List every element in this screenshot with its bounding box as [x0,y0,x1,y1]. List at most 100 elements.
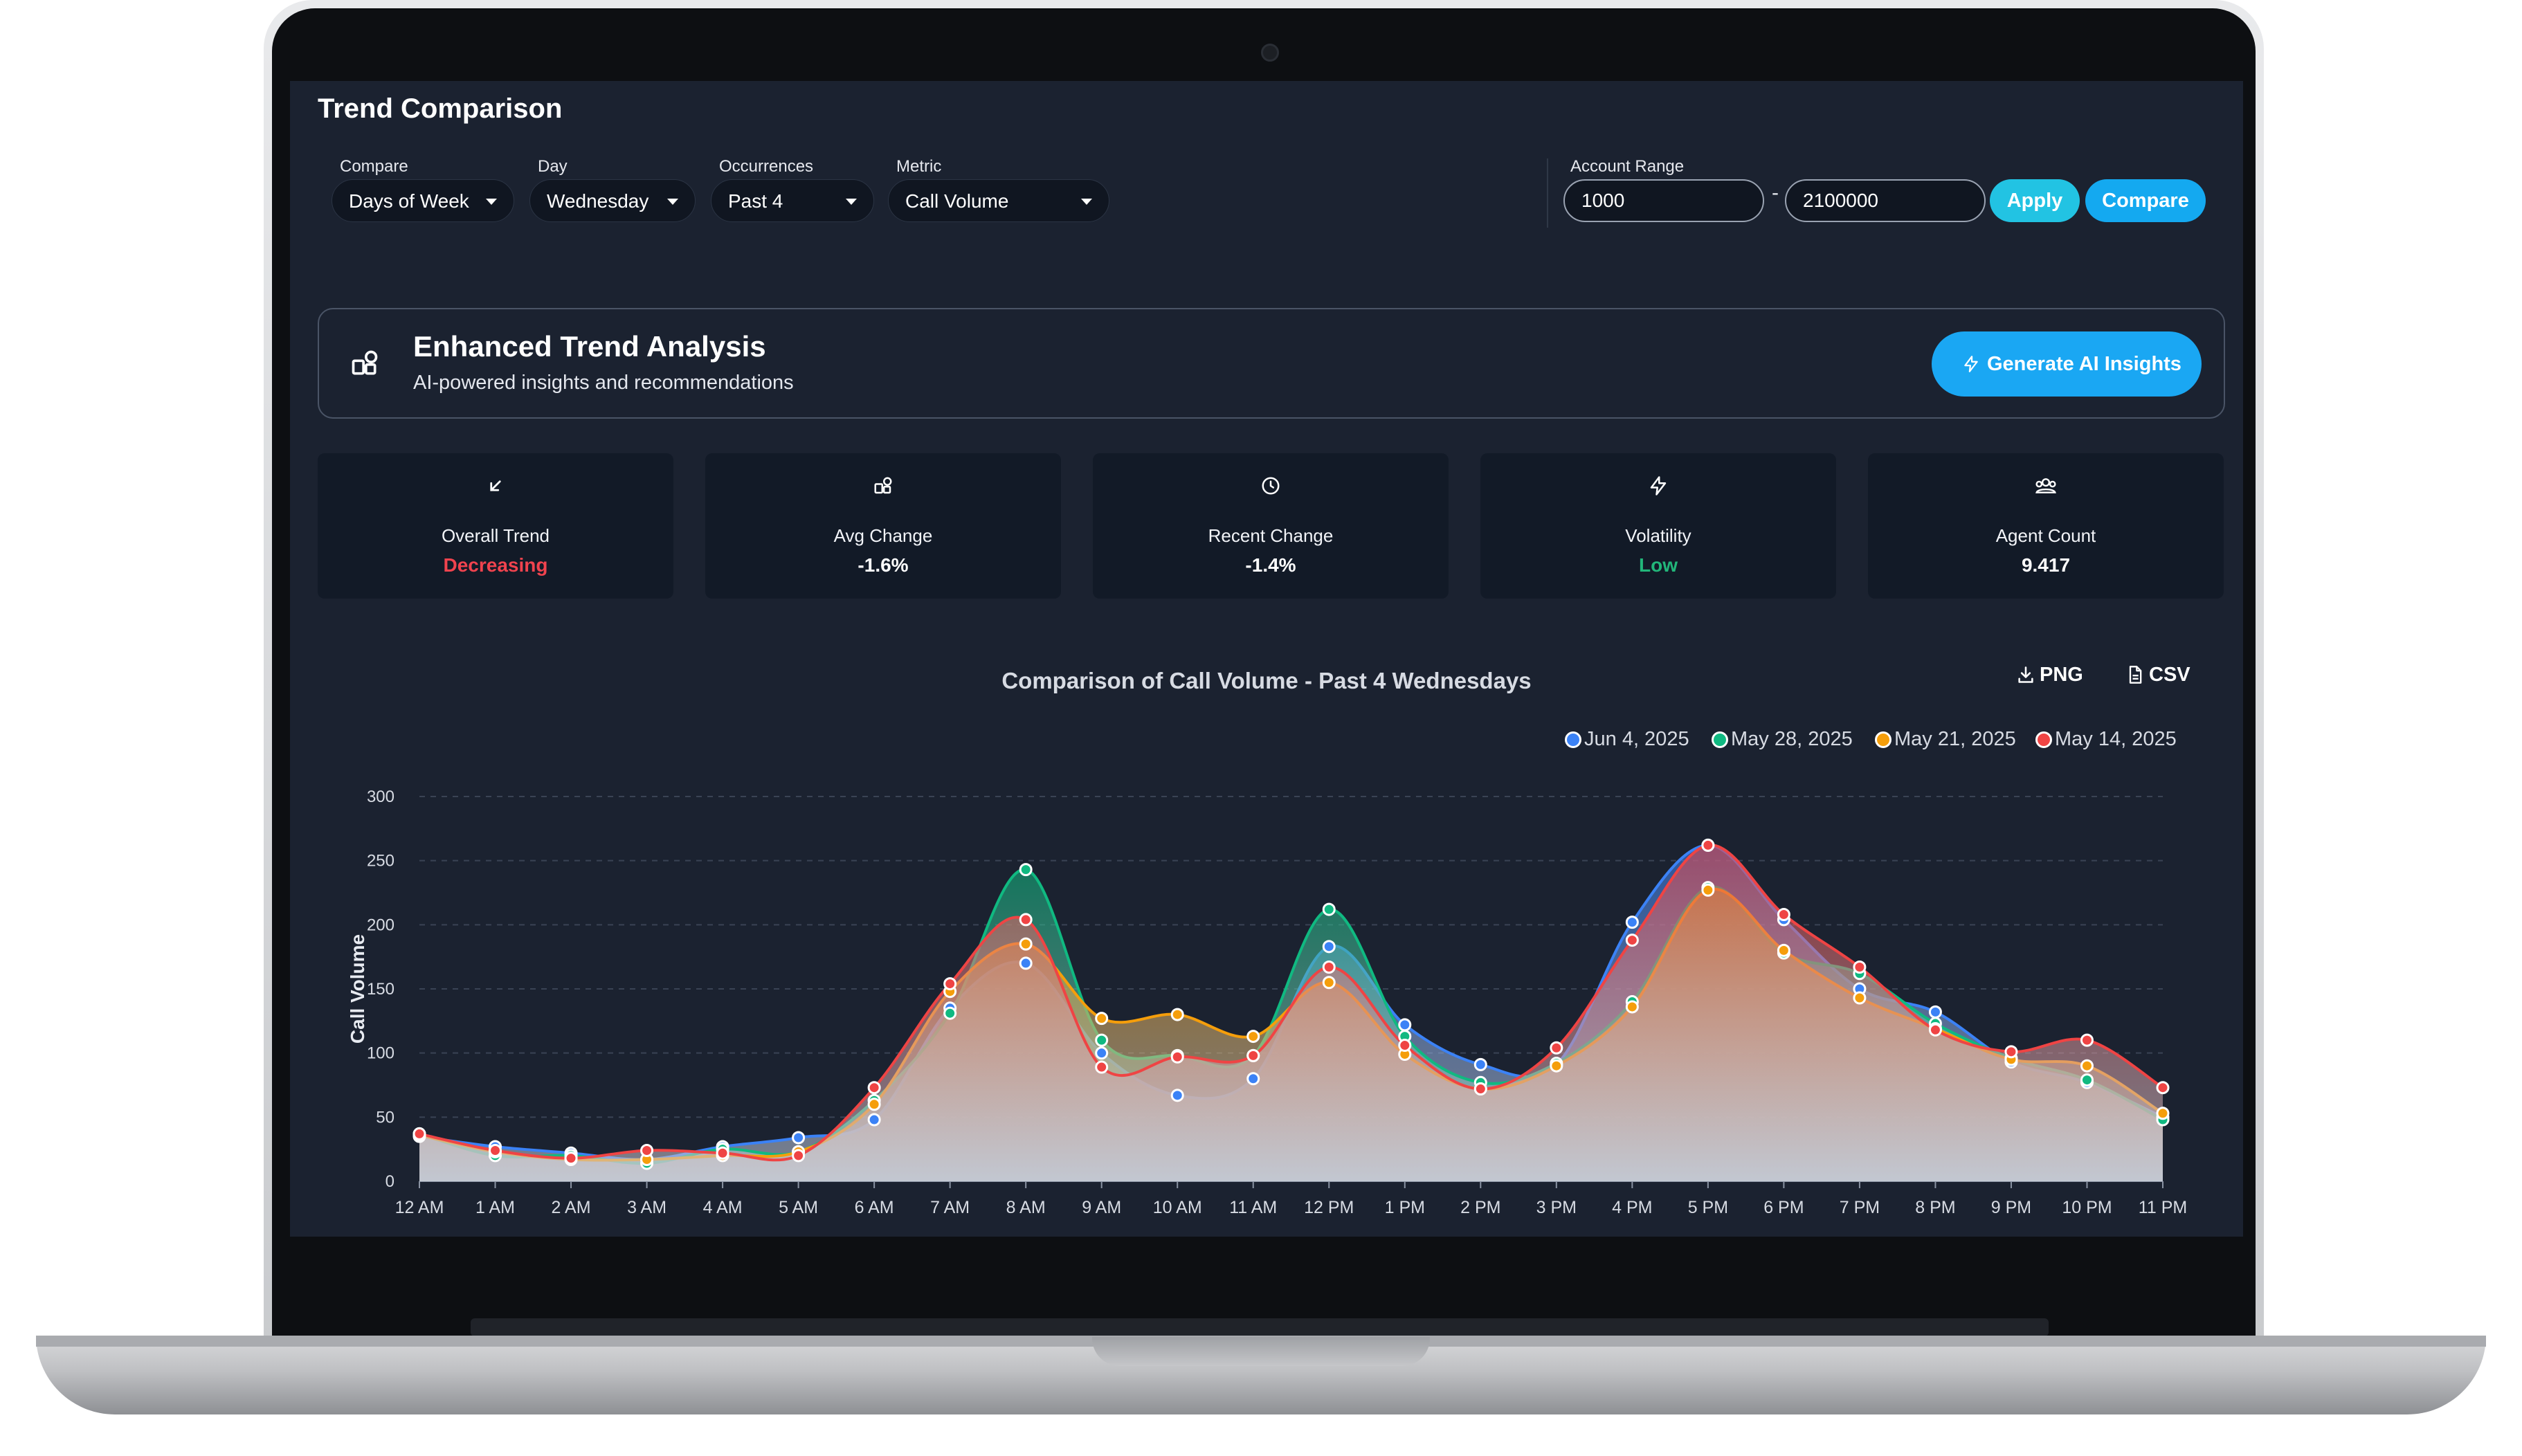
page-title: Trend Comparison [318,93,563,124]
day-select[interactable]: Wednesday [529,179,696,222]
data-point [1322,902,1336,916]
x-tick-label: 10 PM [2062,1198,2112,1217]
stat-card-overall-trend: Overall Trend Decreasing [318,453,673,599]
chevron-down-icon [486,199,497,205]
x-tick-label: 11 AM [1229,1198,1277,1217]
range-separator: - [1772,181,1779,204]
data-point [564,1152,578,1165]
legend-swatch [1712,731,1728,748]
data-point [1095,1033,1109,1047]
export-csv-button[interactable]: CSV [2125,664,2190,686]
stat-value: -1.6% [858,554,909,576]
data-point [1473,1057,1487,1071]
x-tick-label: 9 AM [1082,1198,1121,1217]
export-csv-label: CSV [2149,664,2190,686]
legend-item[interactable]: May 28, 2025 [1712,728,1853,751]
compare-button[interactable]: Compare [2085,179,2206,222]
stat-label: Avg Change [833,525,933,546]
x-tick-label: 10 AM [1153,1198,1202,1217]
export-png-label: PNG [2040,664,2083,686]
data-point [1019,913,1033,927]
data-point [640,1144,654,1158]
data-point [716,1146,729,1160]
laptop-hinge [471,1318,2049,1336]
stat-card-volatility: Volatility Low [1480,453,1836,599]
x-tick-label: 1 PM [1385,1198,1425,1217]
data-point [792,1131,806,1145]
x-tick-label: 8 PM [1915,1198,1955,1217]
legend-swatch [2035,731,2052,748]
metric-select[interactable]: Call Volume [888,179,1109,222]
stat-label: Volatility [1625,525,1691,546]
data-point [943,1006,957,1020]
data-point [1019,956,1033,970]
x-tick-label: 5 AM [779,1198,818,1217]
stat-label: Agent Count [1995,525,2096,546]
generate-ai-insights-button[interactable]: Generate AI Insights [1932,331,2202,397]
data-point [792,1149,806,1163]
legend-item[interactable]: May 14, 2025 [2035,728,2177,751]
x-tick-label: 2 AM [552,1198,591,1217]
data-point [1625,934,1639,947]
x-tick-label: 1 AM [475,1198,515,1217]
series-area [419,845,2163,1181]
stat-label: Overall Trend [441,525,550,546]
data-point [943,977,957,991]
account-range-min-input[interactable]: 1000 [1563,179,1764,222]
chevron-down-icon [846,199,857,205]
compare-select[interactable]: Days of Week [332,179,514,222]
stat-value: -1.4% [1245,554,1296,576]
legend-item[interactable]: Jun 4, 2025 [1565,728,1689,751]
legend-label: May 28, 2025 [1731,728,1853,750]
data-point [1550,1059,1563,1073]
data-point [867,1081,881,1095]
data-point [2004,1045,2018,1059]
laptop-notch [1092,1337,1430,1366]
legend-item[interactable]: May 21, 2025 [1875,728,2016,751]
x-tick-label: 3 PM [1536,1198,1577,1217]
data-point [1019,863,1033,877]
apply-button[interactable]: Apply [1990,179,2080,222]
data-point [2080,1059,2094,1073]
metric-label: Metric [896,157,942,176]
occurrences-select-value: Past 4 [728,190,783,212]
stat-value: Low [1639,554,1678,576]
x-tick-label: 11 PM [2139,1198,2187,1217]
data-point [1853,960,1867,974]
data-point [2156,1107,2170,1120]
y-tick-label: 50 [376,1108,394,1127]
data-point [1246,1030,1260,1044]
data-point [1322,976,1336,990]
x-tick-label: 3 AM [627,1198,666,1217]
y-tick-label: 0 [385,1172,394,1191]
arrow-down-left-icon [490,480,501,491]
x-tick-label: 2 PM [1460,1198,1500,1217]
data-point [1777,943,1790,957]
legend-label: May 14, 2025 [2055,728,2177,750]
x-tick-label: 12 AM [395,1198,444,1217]
day-label: Day [538,157,568,176]
data-point [1170,1089,1184,1102]
metric-select-value: Call Volume [905,190,1009,212]
legend-swatch [1565,731,1581,748]
filter-divider [1547,158,1548,228]
data-point [1701,838,1715,852]
data-point [1701,883,1715,897]
x-tick-label: 9 PM [1991,1198,2031,1217]
export-png-button[interactable]: PNG [2016,664,2083,686]
data-point [489,1144,502,1158]
stat-card-agent-count: Agent Count 9.417 [1868,453,2224,599]
occurrences-select[interactable]: Past 4 [711,179,874,222]
data-point [2080,1033,2094,1047]
account-range-max-input[interactable]: 2100000 [1785,179,1986,222]
x-tick-label: 4 AM [703,1198,743,1217]
data-point [1095,1046,1109,1060]
x-tick-label: 5 PM [1688,1198,1728,1217]
shapes-icon [352,350,378,375]
data-point [1170,1008,1184,1021]
x-tick-label: 6 PM [1763,1198,1804,1217]
enhanced-analysis-panel: Enhanced Trend Analysis AI-powered insig… [318,308,2225,419]
data-point [1928,1023,1942,1037]
stat-card-recent-change: Recent Change -1.4% [1093,453,1449,599]
data-point [867,1098,881,1111]
